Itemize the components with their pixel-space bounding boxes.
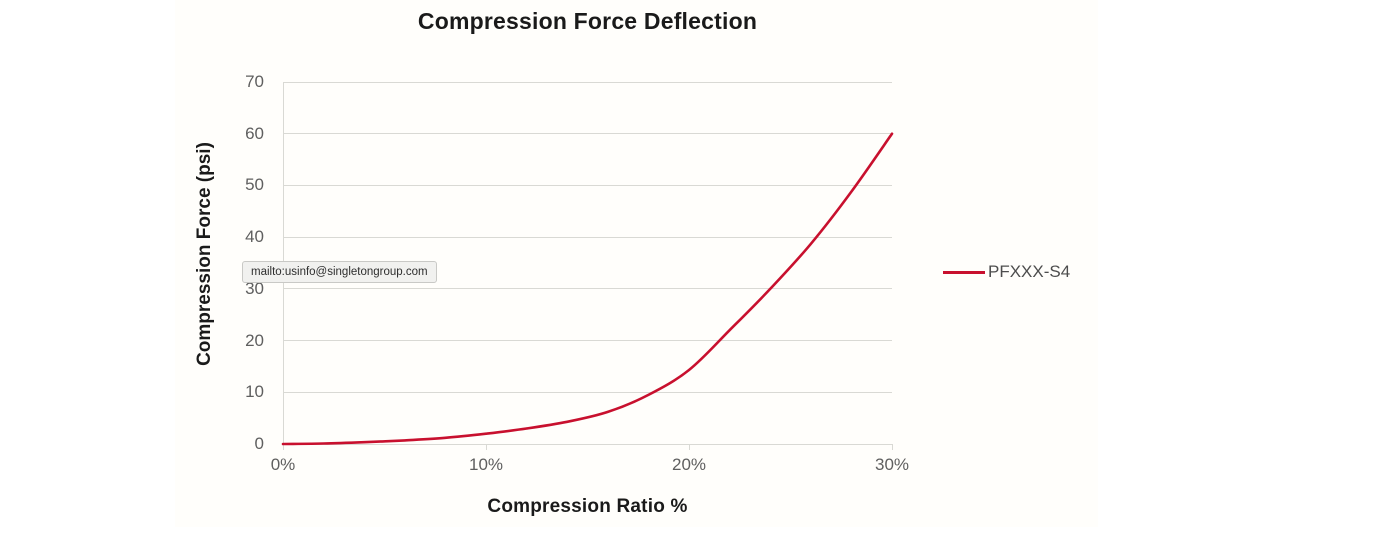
y-tick-label: 10 bbox=[245, 382, 264, 402]
series-line-pfxxx-s4 bbox=[281, 132, 894, 446]
legend-line-swatch bbox=[943, 270, 985, 274]
gridline-y-10 bbox=[283, 391, 892, 393]
x-tick-mark-10 bbox=[485, 444, 487, 450]
y-tick-label: 30 bbox=[245, 278, 264, 298]
link-status-tooltip: mailto:usinfo@singletongroup.com bbox=[242, 261, 437, 283]
y-tick-label: 50 bbox=[245, 175, 264, 195]
gridline-y-20 bbox=[283, 340, 892, 342]
x-tick-mark-20 bbox=[688, 444, 690, 450]
y-tick-label: 60 bbox=[245, 123, 264, 143]
x-axis-title: Compression Ratio % bbox=[487, 496, 688, 517]
gridline-y-70 bbox=[283, 81, 892, 83]
y-tick-label: 70 bbox=[245, 72, 264, 91]
gridline-y-30 bbox=[283, 288, 892, 290]
legend: PFXXX-S4 bbox=[943, 262, 1070, 282]
y-tick-label: 20 bbox=[245, 330, 264, 350]
chart-title: Compression Force Deflection bbox=[417, 8, 758, 34]
y-axis-title: Compression Force (psi) bbox=[194, 142, 215, 366]
x-tick-label: 0% bbox=[270, 455, 296, 474]
x-tick-label: 10% bbox=[468, 455, 504, 474]
legend-series-label: PFXXX-S4 bbox=[988, 262, 1071, 281]
x-tick-mark-30 bbox=[891, 444, 893, 450]
x-tick-label: 30% bbox=[874, 455, 910, 474]
gridline-y-50 bbox=[283, 184, 892, 186]
gridline-y-60 bbox=[283, 133, 892, 135]
gridline-y-0 bbox=[283, 443, 892, 445]
x-tick-label: 20% bbox=[671, 455, 707, 474]
y-tick-label: 0 bbox=[254, 434, 264, 453]
y-tick-label: 40 bbox=[245, 227, 264, 247]
plot-area: 0 10 20 30 40 50 60 70 0% 10% 20% 30% bbox=[245, 72, 909, 474]
gridline-y-40 bbox=[283, 236, 892, 238]
series-curve-svg bbox=[281, 132, 894, 446]
